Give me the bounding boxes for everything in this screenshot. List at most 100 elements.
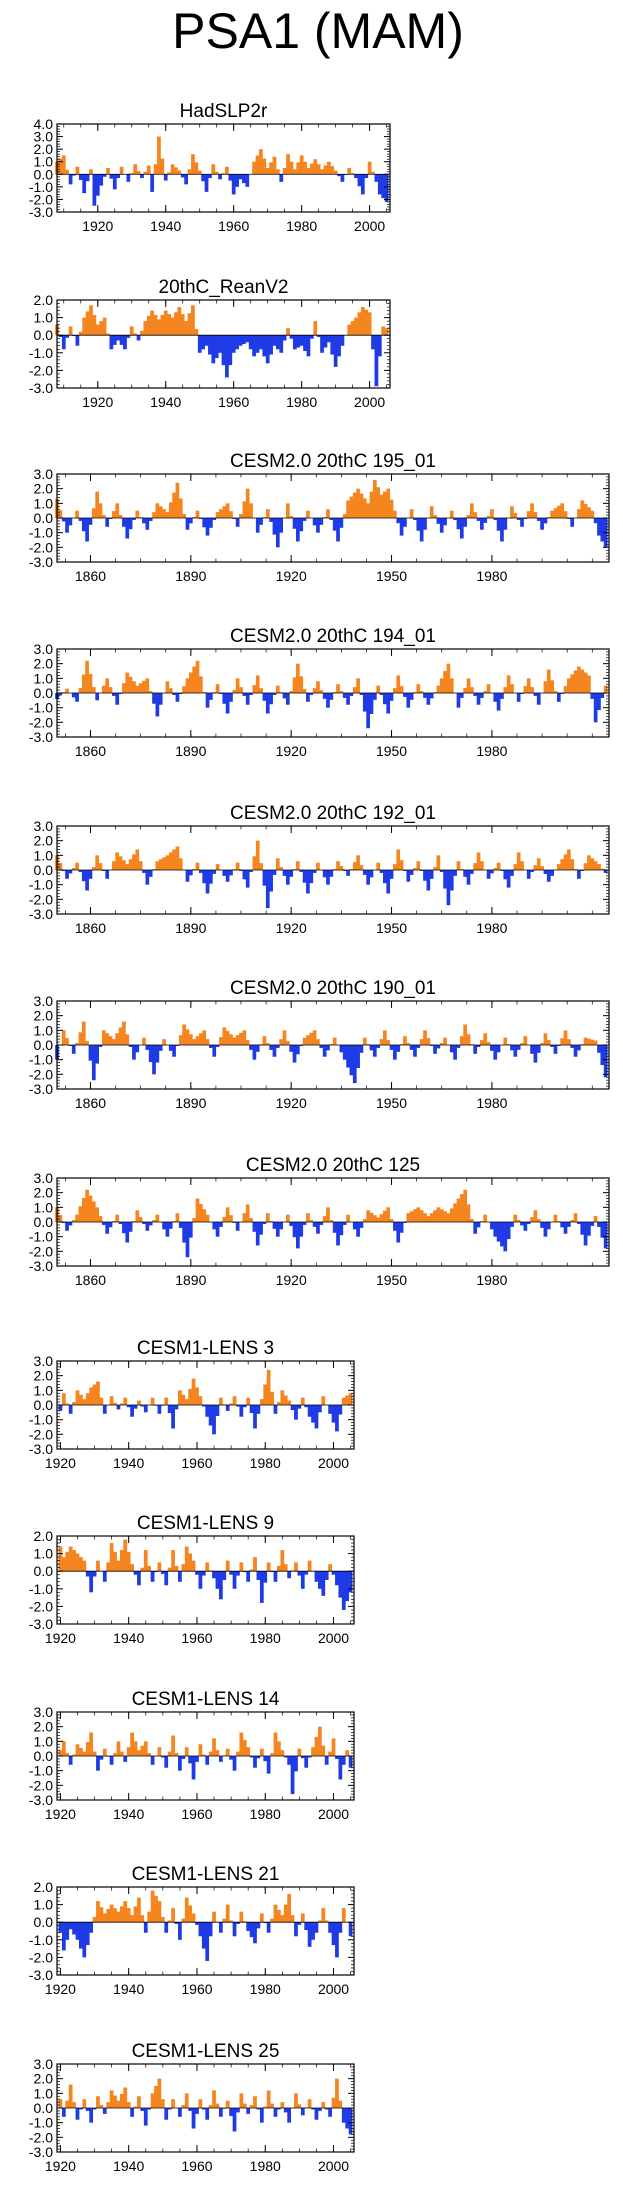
data-bar-1995 bbox=[314, 1736, 319, 1756]
data-bar-1977 bbox=[253, 1756, 257, 1768]
data-bar-1937 bbox=[153, 314, 158, 336]
data-bar-2014 bbox=[603, 1045, 608, 1078]
data-bar-1935 bbox=[146, 315, 151, 336]
data-bar-1973 bbox=[239, 2093, 244, 2108]
data-bar-1898 bbox=[215, 1045, 220, 1047]
data-bar-1979 bbox=[259, 1748, 264, 1756]
data-bar-1871 bbox=[125, 864, 130, 870]
data-bar-1941 bbox=[359, 493, 364, 518]
data-bar-1926 bbox=[79, 1922, 83, 1949]
data-bar-1929 bbox=[126, 335, 131, 338]
x-tick-label: 1980 bbox=[286, 394, 317, 410]
data-bar-1867 bbox=[112, 693, 116, 696]
data-bar-1973 bbox=[466, 1204, 471, 1222]
x-tick-label: 1950 bbox=[376, 743, 407, 759]
data-bar-1909 bbox=[252, 1045, 257, 1060]
data-bar-1937 bbox=[346, 693, 350, 705]
data-bar-1938 bbox=[119, 1550, 124, 1572]
data-bar-1923 bbox=[299, 1045, 304, 1046]
data-bar-2002 bbox=[563, 854, 568, 870]
data-bar-1995 bbox=[350, 173, 355, 175]
data-bar-1950 bbox=[389, 1219, 394, 1222]
data-bar-2007 bbox=[580, 1222, 585, 1235]
data-bar-1936 bbox=[113, 1908, 117, 1923]
data-bar-1943 bbox=[137, 1897, 141, 1923]
data-bar-1975 bbox=[246, 1397, 251, 1405]
data-bar-1860 bbox=[88, 518, 93, 525]
data-bar-1908 bbox=[249, 1218, 253, 1222]
data-bar-1904 bbox=[235, 1222, 240, 1231]
data-bar-1882 bbox=[162, 857, 166, 870]
data-bar-1936 bbox=[342, 693, 347, 698]
data-bar-1978 bbox=[256, 1922, 261, 1929]
data-bar-1865 bbox=[105, 870, 110, 879]
data-bar-1969 bbox=[225, 1405, 230, 1411]
data-bar-1905 bbox=[239, 870, 243, 871]
data-bar-1950 bbox=[389, 693, 394, 701]
data-bar-1922 bbox=[296, 1045, 300, 1055]
data-bar-1998 bbox=[550, 870, 554, 876]
data-bar-1924 bbox=[72, 1754, 76, 1756]
data-bar-1966 bbox=[443, 870, 447, 889]
data-bar-1982 bbox=[496, 1045, 501, 1053]
data-bar-1960 bbox=[195, 1387, 199, 1405]
data-bar-1946 bbox=[376, 1045, 381, 1048]
data-bar-1884 bbox=[168, 852, 173, 870]
data-bar-1860 bbox=[88, 673, 93, 693]
data-bar-1892 bbox=[195, 660, 200, 693]
data-bar-1937 bbox=[116, 1911, 121, 1923]
data-bar-1939 bbox=[160, 158, 165, 175]
data-bar-1972 bbox=[236, 2108, 240, 2113]
data-bar-1936 bbox=[342, 1222, 347, 1225]
y-tick-label: -1.0 bbox=[29, 1581, 53, 1597]
data-bar-1927 bbox=[312, 1222, 317, 1227]
data-bar-1987 bbox=[513, 1045, 518, 1057]
data-bar-1987 bbox=[323, 165, 328, 175]
data-bar-1981 bbox=[303, 161, 307, 175]
data-bar-1955 bbox=[406, 693, 411, 708]
data-bar-1930 bbox=[322, 870, 327, 878]
data-bar-1945 bbox=[143, 1922, 148, 1933]
data-bar-1983 bbox=[309, 163, 314, 175]
data-bar-1999 bbox=[328, 2108, 332, 2117]
y-tick-label: 1.0 bbox=[34, 1022, 54, 1038]
data-bar-1932 bbox=[99, 1907, 104, 1923]
data-bar-1997 bbox=[546, 517, 551, 518]
data-bar-1984 bbox=[503, 1222, 508, 1252]
data-bar-1927 bbox=[82, 2099, 87, 2108]
data-bar-2011 bbox=[593, 861, 598, 870]
data-bar-1941 bbox=[130, 1915, 134, 1923]
data-bar-1999 bbox=[328, 1405, 332, 1414]
y-tick-label: 2.0 bbox=[34, 481, 54, 497]
data-bar-1964 bbox=[245, 335, 250, 343]
data-bar-1981 bbox=[266, 1922, 271, 1933]
data-bar-1951 bbox=[164, 1397, 169, 1405]
data-bar-1943 bbox=[366, 693, 370, 729]
data-bar-1874 bbox=[135, 1045, 140, 1053]
data-bar-1967 bbox=[446, 1213, 451, 1222]
data-bar-1956 bbox=[409, 693, 414, 700]
data-bar-1904 bbox=[235, 862, 240, 870]
data-bar-1987 bbox=[287, 1400, 292, 1405]
data-bar-1967 bbox=[218, 2108, 223, 2117]
data-bar-1856 bbox=[75, 510, 79, 518]
chart-title: CESM1-LENS 9 bbox=[137, 1513, 274, 1534]
data-bar-1974 bbox=[242, 2103, 247, 2108]
data-bar-1924 bbox=[72, 1922, 76, 1935]
data-bar-1981 bbox=[266, 1562, 271, 1572]
data-bar-1972 bbox=[236, 1922, 240, 1924]
data-bar-1963 bbox=[433, 515, 437, 518]
data-bar-1922 bbox=[296, 1222, 300, 1249]
data-bar-1987 bbox=[287, 2108, 292, 2123]
data-bar-1891 bbox=[192, 517, 197, 518]
data-bar-1978 bbox=[256, 2108, 261, 2110]
data-bar-1855 bbox=[71, 693, 76, 698]
data-bar-2004 bbox=[570, 1220, 575, 1222]
data-bar-1970 bbox=[229, 1403, 233, 1405]
plot-frame bbox=[56, 299, 391, 389]
data-bar-1965 bbox=[439, 870, 444, 872]
data-bar-2001 bbox=[335, 2078, 339, 2108]
data-bar-1874 bbox=[135, 849, 140, 870]
data-bar-1889 bbox=[185, 1029, 190, 1045]
data-bar-1893 bbox=[199, 676, 203, 693]
